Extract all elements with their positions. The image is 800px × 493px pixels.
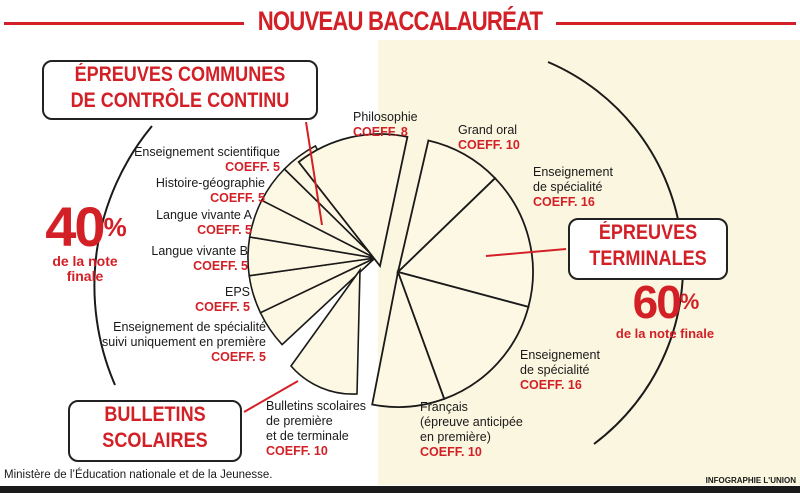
label-bulletins-scolaires: Bulletins scolaires de première et de te… bbox=[266, 399, 367, 458]
connector-left-box bbox=[305, 121, 323, 226]
wedge-philosophie bbox=[297, 133, 409, 269]
label-grand-oral: Grand oral COEFF. 10 bbox=[458, 123, 520, 152]
left-percent-line2: finale bbox=[66, 268, 104, 284]
title-rule-right bbox=[556, 22, 796, 25]
left-percent-value: 40 bbox=[45, 195, 105, 258]
common-tests-box: ÉPREUVES COMMUNES DE CONTRÔLE CONTINU bbox=[42, 60, 318, 120]
connector-right-box bbox=[485, 248, 567, 257]
wedge-grand-oral bbox=[396, 139, 497, 275]
wedge-specialite-terminale-1 bbox=[396, 176, 534, 309]
label-francais: Français (épreuve anticipée en première)… bbox=[420, 400, 523, 459]
page-title: NOUVEAU BACCALAURÉAT bbox=[257, 6, 543, 36]
label-enseignement-scientifique: Enseignement scientifique COEFF. 5 bbox=[134, 145, 280, 174]
left-percent-line1: de la note bbox=[52, 253, 118, 269]
wedge-specialite-terminale-2 bbox=[396, 270, 530, 401]
wedge-bulletins bbox=[289, 267, 361, 395]
left-percent-sign: % bbox=[103, 212, 127, 242]
label-philosophie: Philosophie COEFF. 8 bbox=[353, 110, 418, 139]
footer-bar bbox=[0, 486, 800, 493]
bulletins-box-line2: SCOLAIRES bbox=[102, 429, 208, 452]
right-percent-sign: % bbox=[679, 289, 700, 314]
left-percent: 40% de la note finale bbox=[20, 199, 150, 284]
title-rule-left bbox=[4, 22, 244, 25]
right-pie bbox=[297, 133, 534, 408]
label-specialite-terminale-2: Enseignement de spécialité COEFF. 16 bbox=[520, 348, 600, 392]
source-note: Ministère de l’Éducation nationale et de… bbox=[4, 469, 273, 481]
label-histoire-geographie: Histoire-géographie COEFF. 5 bbox=[155, 176, 265, 205]
right-percent-caption: de la note finale bbox=[615, 326, 715, 341]
label-specialite-premiere: Enseignement de spécialité suivi uniquem… bbox=[102, 320, 266, 364]
terminal-tests-box-line1: ÉPREUVES bbox=[598, 221, 698, 244]
common-tests-box-line2: DE CONTRÔLE CONTINU bbox=[70, 89, 290, 112]
right-percent-value: 60 bbox=[632, 276, 682, 328]
label-specialite-terminale-1: Enseignement de spécialité COEFF. 16 bbox=[533, 165, 613, 209]
label-langue-vivante-a: Langue vivante A COEFF. 5 bbox=[156, 208, 252, 237]
credit: INFOGRAPHIE L'UNION bbox=[705, 476, 796, 485]
bulletins-box-line1: BULLETINS bbox=[104, 403, 206, 426]
left-fan bbox=[247, 144, 376, 346]
terminal-tests-box: ÉPREUVES TERMINALES bbox=[568, 218, 728, 280]
label-langue-vivante-b: Langue vivante B COEFF. 5 bbox=[151, 244, 248, 273]
wedge-francais bbox=[371, 268, 446, 408]
connector-bulletins-box bbox=[243, 380, 299, 413]
bulletins-box: BULLETINS SCOLAIRES bbox=[68, 400, 242, 462]
left-outer-arc bbox=[93, 125, 153, 386]
common-tests-box-line1: ÉPREUVES COMMUNES bbox=[74, 63, 286, 86]
right-percent: 60% de la note finale bbox=[590, 278, 740, 341]
terminal-tests-box-line2: TERMINALES bbox=[589, 247, 707, 270]
label-eps: EPS COEFF. 5 bbox=[195, 285, 250, 314]
